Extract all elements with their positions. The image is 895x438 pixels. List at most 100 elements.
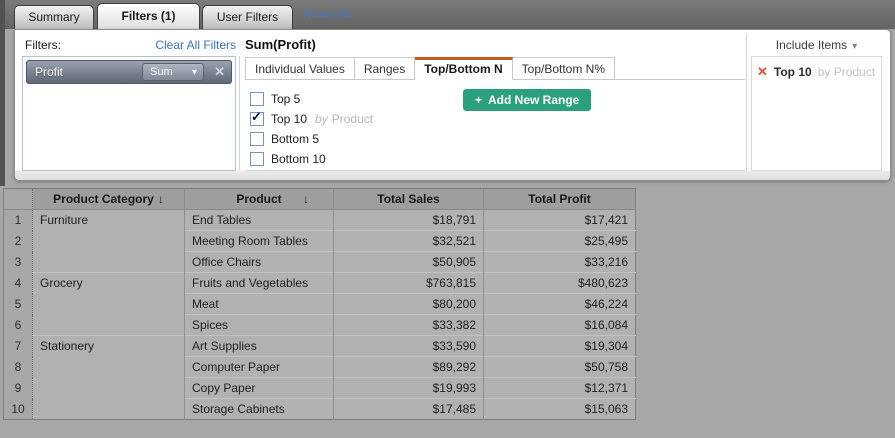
row-number-cell[interactable]: 9 <box>3 377 33 399</box>
row-number-cell[interactable]: 5 <box>3 293 33 315</box>
tab-user-filters[interactable]: User Filters <box>202 5 293 29</box>
row-number-cell[interactable]: 2 <box>3 230 33 252</box>
option-bottom-10[interactable]: Bottom 10 <box>250 149 745 169</box>
checkbox-icon[interactable] <box>250 152 264 166</box>
sort-down-icon[interactable]: ↓ <box>157 192 164 206</box>
table-row: 9 Copy Paper $19,993 $12,371 <box>3 377 636 399</box>
selected-filter-by: by Product <box>817 65 876 79</box>
subtab-top-bottom-n-[interactable]: Top/Bottom N% <box>512 57 616 80</box>
column-header-label: Product <box>236 192 282 206</box>
row-number-cell[interactable]: 7 <box>3 335 33 357</box>
total-sales-cell[interactable]: $33,590 <box>333 335 484 357</box>
add-new-range-button[interactable]: + Add New Range <box>463 89 592 111</box>
option-label: Top 10 <box>271 112 308 126</box>
option-label: Top 5 <box>271 92 301 106</box>
subtab-ranges[interactable]: Ranges <box>354 57 416 80</box>
row-number-cell[interactable]: 8 <box>3 356 33 378</box>
column-header-product-category[interactable]: Product Category ↓ <box>32 188 185 210</box>
product-cell[interactable]: Storage Cabinets <box>184 398 334 420</box>
category-cell[interactable]: Grocery <box>32 272 185 336</box>
tab-filters[interactable]: Filters (1) <box>97 3 200 30</box>
total-sales-cell[interactable]: $18,791 <box>333 209 484 231</box>
table-row: 8 Computer Paper $89,292 $50,758 <box>3 356 636 378</box>
row-number-cell[interactable]: 1 <box>3 209 33 231</box>
checkbox-icon[interactable] <box>250 132 264 146</box>
table-row: 5 Meat $80,200 $46,224 <box>3 293 636 315</box>
total-profit-cell[interactable]: $15,063 <box>483 398 636 420</box>
column-header-total-sales[interactable]: Total Sales <box>333 188 484 210</box>
total-profit-cell[interactable]: $12,371 <box>483 377 636 399</box>
option-top-10[interactable]: ✓ Top 10 by Product <box>250 109 745 129</box>
total-sales-cell[interactable]: $19,993 <box>333 377 484 399</box>
product-cell[interactable]: Office Chairs <box>184 251 334 273</box>
category-cell[interactable]: Stationery <box>32 335 185 420</box>
total-profit-cell[interactable]: $480,623 <box>483 272 636 294</box>
row-number-cell[interactable]: 6 <box>3 314 33 336</box>
column-header-label: Total Profit <box>528 192 591 206</box>
row-number-cell[interactable]: 4 <box>3 272 33 294</box>
product-cell[interactable]: Art Supplies <box>184 335 334 357</box>
category-cell[interactable]: Furniture <box>32 209 185 273</box>
column-header-label: Product Category <box>53 192 154 206</box>
total-profit-cell[interactable]: $33,216 <box>483 251 636 273</box>
table-row: 3 Office Chairs $50,905 $33,216 <box>3 251 636 273</box>
table-header: Product Category ↓ Product ↓ Total Sales Tota… <box>3 188 636 210</box>
include-items-dropdown[interactable]: Include Items ▾ <box>751 38 882 52</box>
remove-item-icon[interactable]: ✕ <box>757 64 768 79</box>
option-top-5[interactable]: Top 5 <box>250 89 745 109</box>
product-cell[interactable]: Fruits and Vegetables <box>184 272 334 294</box>
subtab-individual-values[interactable]: Individual Values <box>245 57 355 80</box>
selected-filters-box: ✕ Top 10 by Product <box>751 56 882 171</box>
total-profit-cell[interactable]: $25,495 <box>483 230 636 252</box>
product-cell[interactable]: Copy Paper <box>184 377 334 399</box>
total-sales-cell[interactable]: $89,292 <box>333 356 484 378</box>
product-cell[interactable]: End Tables <box>184 209 334 231</box>
tab-summary[interactable]: Summary <box>14 5 94 29</box>
reset-all-link[interactable]: Reset All <box>303 7 351 21</box>
total-sales-cell[interactable]: $33,382 <box>333 314 484 336</box>
option-label: Bottom 10 <box>271 152 326 166</box>
table-row: 4 Grocery Fruits and Vegetables $763,815 $48… <box>3 272 636 336</box>
row-number-cell[interactable]: 3 <box>3 251 33 273</box>
aggregation-value: Sum <box>150 66 173 78</box>
product-cell[interactable]: Computer Paper <box>184 356 334 378</box>
total-sales-cell[interactable]: $50,905 <box>333 251 484 273</box>
results-table-wrap: Product Category ↓ Product ↓ Total Sales Tota… <box>3 188 636 420</box>
selected-filter-label: Top 10 <box>773 65 812 79</box>
row-number-cell[interactable]: 10 <box>3 398 33 420</box>
total-profit-cell[interactable]: $50,758 <box>483 356 636 378</box>
total-sales-cell[interactable]: $32,521 <box>333 230 484 252</box>
checkbox-checked-icon[interactable]: ✓ <box>250 109 264 126</box>
table-row: 1 Furniture End Tables $18,791 $17,421 <box>3 209 636 273</box>
total-profit-cell[interactable]: $16,084 <box>483 314 636 336</box>
table-row: 6 Spices $33,382 $16,084 <box>3 314 636 336</box>
total-sales-cell[interactable]: $80,200 <box>333 293 484 315</box>
filter-field-chip[interactable]: Profit Sum ▾ ✕ <box>26 60 232 84</box>
product-cell[interactable]: Meeting Room Tables <box>184 230 334 252</box>
clear-all-filters-link[interactable]: Clear All Filters <box>155 38 236 52</box>
row-number-header <box>3 188 33 210</box>
total-profit-cell[interactable]: $17,421 <box>483 209 636 231</box>
remove-filter-icon[interactable]: ✕ <box>214 64 225 79</box>
column-header-product[interactable]: Product ↓ <box>184 188 334 210</box>
sort-down-icon[interactable]: ↓ <box>303 192 309 206</box>
product-cell[interactable]: Spices <box>184 314 334 336</box>
caret-down-icon: ▾ <box>191 67 197 78</box>
aggregation-dropdown[interactable]: Sum ▾ <box>142 63 204 81</box>
results-table: Product Category ↓ Product ↓ Total Sales Tota… <box>3 188 636 420</box>
option-label: Bottom 5 <box>271 132 320 146</box>
filter-field-list: Profit Sum ▾ ✕ <box>22 56 236 171</box>
product-cell[interactable]: Meat <box>184 293 334 315</box>
total-sales-cell[interactable]: $17,485 <box>333 398 484 420</box>
column-header-total-profit[interactable]: Total Profit <box>483 188 636 210</box>
subtab-top-bottom-n[interactable]: Top/Bottom N <box>415 57 513 80</box>
total-profit-cell[interactable]: $19,304 <box>483 335 636 357</box>
total-profit-cell[interactable]: $46,224 <box>483 293 636 315</box>
filters-panel: Filters: Clear All Filters Sum(Profit) P… <box>14 29 891 181</box>
checkbox-icon[interactable] <box>250 92 264 106</box>
total-sales-cell[interactable]: $763,815 <box>333 272 484 294</box>
option-bottom-5[interactable]: Bottom 5 <box>250 129 745 149</box>
filter-mode-tabs: Individual Values Ranges Top/Bottom N Top/B… <box>245 56 745 80</box>
topbottom-options: Top 5 ✓ Top 10 by Product Bottom 5 Bottom 10 <box>245 80 745 169</box>
window-left-edge <box>0 0 5 186</box>
